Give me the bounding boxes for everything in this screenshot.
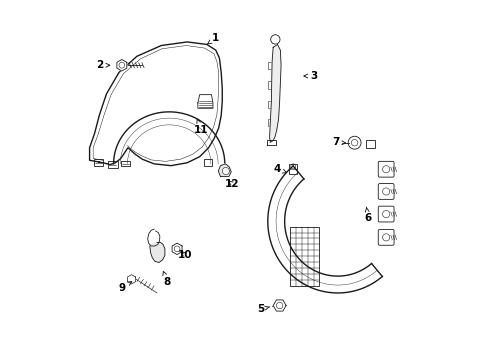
Polygon shape xyxy=(273,300,285,311)
Text: 4: 4 xyxy=(272,164,286,174)
FancyBboxPatch shape xyxy=(378,229,393,245)
Bar xyxy=(107,161,117,168)
Polygon shape xyxy=(127,275,135,284)
Bar xyxy=(267,101,271,108)
Bar xyxy=(267,62,271,69)
Text: 2: 2 xyxy=(96,60,110,70)
Text: 5: 5 xyxy=(257,304,269,314)
Text: 8: 8 xyxy=(163,271,171,287)
Polygon shape xyxy=(117,59,126,71)
Polygon shape xyxy=(149,242,164,262)
Polygon shape xyxy=(172,243,182,255)
Bar xyxy=(267,81,271,89)
Text: 12: 12 xyxy=(224,179,239,189)
Circle shape xyxy=(222,167,229,175)
Polygon shape xyxy=(269,44,281,142)
Bar xyxy=(366,140,375,148)
Text: 1: 1 xyxy=(207,33,219,44)
Text: 3: 3 xyxy=(303,71,317,81)
Text: 10: 10 xyxy=(178,250,192,260)
FancyBboxPatch shape xyxy=(378,184,393,199)
Text: 6: 6 xyxy=(364,207,371,222)
Text: 9: 9 xyxy=(118,282,131,293)
Bar xyxy=(289,163,297,174)
Polygon shape xyxy=(218,164,231,176)
Bar xyxy=(289,226,319,286)
Text: 11: 11 xyxy=(194,119,208,135)
FancyBboxPatch shape xyxy=(378,206,393,222)
Text: 7: 7 xyxy=(331,138,345,147)
Bar xyxy=(94,159,103,166)
Bar xyxy=(121,161,130,166)
Bar xyxy=(204,159,212,166)
FancyBboxPatch shape xyxy=(378,161,393,177)
Bar xyxy=(267,119,271,126)
